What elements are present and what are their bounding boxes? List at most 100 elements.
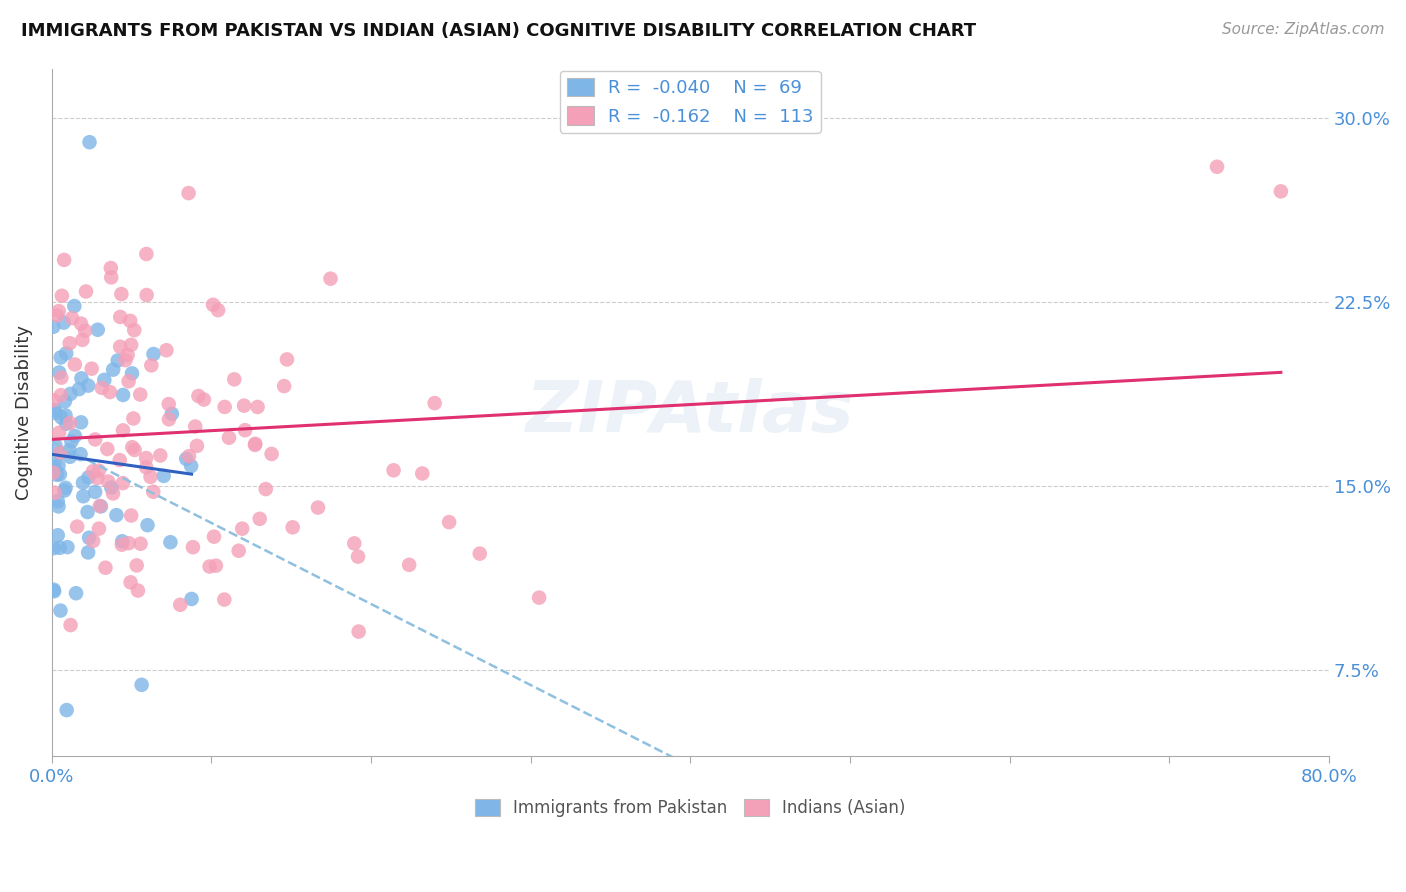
Point bbox=[117, 348, 139, 362]
Text: IMMIGRANTS FROM PAKISTAN VS INDIAN (ASIAN) COGNITIVE DISABILITY CORRELATION CHAR: IMMIGRANTS FROM PAKISTAN VS INDIAN (ASIA… bbox=[21, 22, 976, 40]
Point bbox=[169, 598, 191, 612]
Point bbox=[55, 346, 77, 360]
Point bbox=[55, 417, 77, 431]
Point bbox=[79, 135, 101, 149]
Point bbox=[89, 499, 111, 513]
Point bbox=[273, 379, 295, 393]
Point bbox=[44, 403, 66, 417]
Point bbox=[55, 481, 77, 495]
Point bbox=[120, 508, 142, 523]
Point bbox=[141, 359, 163, 373]
Point bbox=[63, 429, 86, 443]
Point bbox=[202, 298, 225, 312]
Point bbox=[76, 505, 98, 519]
Point bbox=[111, 538, 134, 552]
Point bbox=[319, 271, 342, 285]
Point bbox=[152, 468, 174, 483]
Point bbox=[100, 260, 122, 275]
Point bbox=[149, 449, 172, 463]
Point bbox=[100, 270, 122, 285]
Point bbox=[254, 482, 277, 496]
Point bbox=[51, 370, 73, 384]
Point bbox=[157, 412, 180, 426]
Point bbox=[63, 299, 86, 313]
Point bbox=[249, 512, 271, 526]
Point bbox=[180, 458, 202, 473]
Point bbox=[129, 387, 152, 401]
Point bbox=[214, 592, 236, 607]
Point bbox=[42, 466, 65, 480]
Point bbox=[53, 483, 76, 498]
Point bbox=[108, 340, 131, 354]
Point bbox=[108, 453, 131, 467]
Point bbox=[90, 381, 112, 395]
Point bbox=[94, 560, 117, 574]
Point bbox=[155, 343, 177, 358]
Point bbox=[228, 543, 250, 558]
Point bbox=[231, 522, 253, 536]
Point bbox=[77, 545, 100, 559]
Point bbox=[207, 303, 229, 318]
Point bbox=[49, 603, 72, 617]
Point bbox=[87, 522, 110, 536]
Point bbox=[59, 336, 82, 351]
Point bbox=[55, 409, 77, 423]
Point bbox=[135, 288, 157, 302]
Point bbox=[48, 500, 70, 514]
Point bbox=[49, 446, 72, 460]
Point bbox=[48, 458, 70, 473]
Point bbox=[120, 338, 142, 352]
Point bbox=[218, 431, 240, 445]
Point bbox=[45, 406, 67, 420]
Point bbox=[60, 311, 83, 326]
Point bbox=[72, 489, 94, 503]
Point bbox=[46, 528, 69, 542]
Point bbox=[157, 397, 180, 411]
Point bbox=[159, 535, 181, 549]
Point bbox=[42, 461, 65, 475]
Legend: Immigrants from Pakistan, Indians (Asian): Immigrants from Pakistan, Indians (Asian… bbox=[468, 792, 912, 823]
Y-axis label: Cognitive Disability: Cognitive Disability bbox=[15, 325, 32, 500]
Point bbox=[125, 558, 148, 573]
Point bbox=[180, 591, 202, 606]
Point bbox=[59, 387, 82, 401]
Point bbox=[174, 451, 197, 466]
Point bbox=[246, 400, 269, 414]
Point bbox=[122, 411, 145, 425]
Point bbox=[243, 438, 266, 452]
Point bbox=[63, 358, 86, 372]
Point bbox=[67, 382, 90, 396]
Point bbox=[193, 392, 215, 407]
Point bbox=[224, 372, 246, 386]
Point bbox=[49, 541, 72, 555]
Point bbox=[245, 437, 267, 451]
Point bbox=[93, 373, 115, 387]
Point bbox=[84, 484, 107, 499]
Point bbox=[131, 678, 153, 692]
Point bbox=[139, 470, 162, 484]
Point bbox=[53, 252, 76, 267]
Point bbox=[136, 518, 159, 533]
Point bbox=[75, 285, 97, 299]
Point bbox=[84, 433, 107, 447]
Text: ZIPAtlas: ZIPAtlas bbox=[526, 378, 855, 447]
Point bbox=[70, 317, 93, 331]
Point bbox=[205, 558, 228, 573]
Point bbox=[46, 494, 69, 508]
Point bbox=[44, 485, 66, 500]
Point bbox=[70, 371, 93, 385]
Point bbox=[233, 399, 256, 413]
Point bbox=[105, 508, 128, 522]
Point bbox=[117, 374, 139, 388]
Point bbox=[86, 471, 108, 485]
Point bbox=[114, 353, 136, 368]
Point bbox=[56, 540, 79, 554]
Point bbox=[135, 451, 157, 466]
Point bbox=[49, 351, 72, 365]
Point bbox=[1270, 184, 1292, 198]
Point bbox=[124, 442, 146, 457]
Point bbox=[181, 540, 204, 554]
Point bbox=[48, 366, 70, 380]
Point bbox=[97, 475, 120, 489]
Text: Source: ZipAtlas.com: Source: ZipAtlas.com bbox=[1222, 22, 1385, 37]
